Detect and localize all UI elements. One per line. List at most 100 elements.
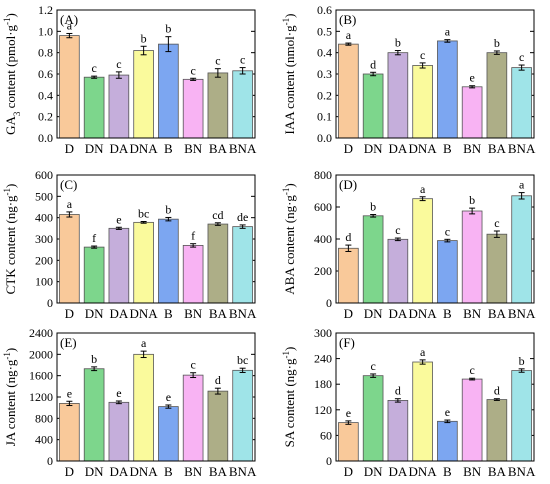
bar: [133, 50, 154, 139]
panel-c: 0 100 200 300 400 500 600 a Df DN e DA bc DNA b Bf BN cd B…: [2, 168, 257, 321]
x-tick-label: DA: [388, 464, 407, 479]
significance-letter: e: [116, 212, 121, 226]
x-tick-label: B: [443, 464, 452, 479]
significance-letter: b: [370, 200, 376, 214]
y-tick-label: 1.0: [38, 24, 53, 38]
significance-letter: c: [116, 57, 121, 71]
y-axis-title: ABA content (ng·g-1): [281, 183, 297, 295]
bar: [108, 227, 130, 304]
bar: [412, 198, 433, 304]
y-tick-label: 400: [35, 211, 53, 225]
x-tick-label: D: [344, 141, 353, 156]
significance-letter: e: [346, 406, 351, 420]
significance-letter: a: [141, 336, 147, 350]
x-tick-label: DA: [388, 306, 407, 321]
bar: [486, 233, 508, 304]
bar: [182, 78, 204, 139]
x-tick-label: DA: [109, 306, 128, 321]
x-tick-label: DA: [109, 464, 128, 479]
significance-letter: e: [116, 386, 121, 400]
significance-letter: c: [190, 358, 195, 372]
x-tick-label: B: [443, 141, 452, 156]
significance-letter: de: [237, 210, 248, 224]
y-tick-label: 0.8: [38, 46, 53, 60]
bar: [133, 353, 154, 462]
bar: [387, 52, 409, 139]
panel-b: 0.0 0.1 0.2 0.3 0.4 0.5 0.6 a Dd DN b DA c DNA a Be BN b B…: [281, 3, 536, 156]
significance-letter: e: [445, 405, 450, 419]
significance-letter: c: [395, 223, 400, 237]
x-tick-label: BA: [209, 306, 228, 321]
y-tick-label: 600: [35, 168, 53, 182]
panel-label: (E): [60, 335, 77, 350]
y-tick-label: 0.3: [317, 67, 332, 81]
bar: [338, 43, 359, 139]
panel-d: 0 200 400 600 800 d Db DN c DA a DNA c Bb BN c BA a BNA (D)…: [281, 168, 536, 321]
y-tick-label: 60: [320, 428, 332, 442]
significance-letter: a: [67, 197, 73, 211]
y-tick-label: 1200: [29, 390, 53, 404]
significance-letter: a: [346, 28, 352, 42]
bar: [486, 52, 508, 139]
plot-frame: [56, 9, 256, 139]
y-tick-label: 300: [314, 326, 332, 340]
bar: [412, 361, 433, 462]
significance-letter: b: [91, 352, 97, 366]
bar: [59, 402, 80, 462]
significance-letter: b: [494, 36, 500, 50]
x-tick-label: BA: [488, 141, 507, 156]
significance-letter: c: [519, 50, 524, 64]
significance-letter: d: [215, 373, 221, 387]
significance-letter: a: [420, 345, 426, 359]
y-tick-label: 0: [326, 454, 332, 468]
y-tick-label: 180: [314, 377, 332, 391]
y-tick-label: 600: [314, 200, 332, 214]
significance-letter: c: [445, 224, 450, 238]
x-tick-label: BN: [184, 141, 203, 156]
bar: [133, 221, 154, 304]
significance-letter: c: [240, 53, 245, 67]
bar: [158, 406, 179, 462]
bar: [207, 390, 229, 462]
y-tick-label: 0.4: [317, 46, 332, 60]
plot-frame: [335, 332, 535, 462]
x-tick-label: BNA: [508, 306, 536, 321]
y-axis-title: GA3 content (pmol·g-1): [2, 13, 22, 135]
bar: [108, 74, 130, 139]
significance-letter: e: [166, 390, 171, 404]
significance-letter: bc: [138, 207, 149, 221]
bar: [207, 223, 229, 304]
bar: [461, 86, 483, 139]
y-tick-label: 0: [326, 296, 332, 310]
x-tick-label: DA: [109, 141, 128, 156]
significance-letter: b: [165, 202, 171, 216]
significance-letter: c: [190, 63, 195, 77]
bar: [83, 76, 105, 139]
bar: [387, 400, 409, 462]
y-tick-label: 400: [35, 433, 53, 447]
bar: [338, 422, 359, 462]
y-tick-label: 100: [35, 275, 53, 289]
x-tick-label: DNA: [130, 464, 159, 479]
significance-letter: c: [420, 48, 425, 62]
x-tick-label: BNA: [229, 306, 257, 321]
x-tick-label: BA: [488, 464, 507, 479]
bar: [83, 246, 105, 304]
x-tick-label: BA: [209, 464, 228, 479]
x-tick-label: D: [344, 464, 353, 479]
y-tick-label: 0.2: [317, 88, 332, 102]
bar: [158, 43, 179, 139]
x-tick-label: DA: [388, 141, 407, 156]
bar: [486, 399, 508, 462]
x-tick-label: B: [164, 464, 173, 479]
panel-label: (F): [339, 335, 355, 350]
x-tick-label: B: [443, 306, 452, 321]
x-tick-label: DN: [364, 464, 383, 479]
significance-letter: b: [165, 22, 171, 36]
x-tick-label: DNA: [409, 464, 438, 479]
x-tick-label: B: [164, 306, 173, 321]
y-tick-label: 2400: [29, 326, 53, 340]
y-tick-label: 2000: [29, 347, 53, 361]
bar: [232, 226, 253, 304]
